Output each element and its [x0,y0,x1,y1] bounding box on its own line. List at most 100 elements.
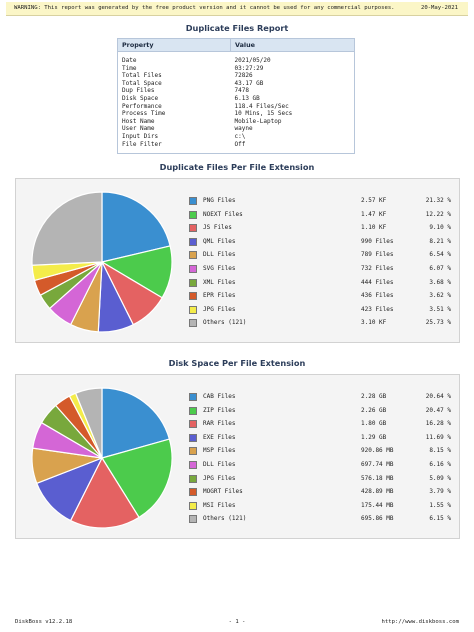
legend-value: 695.86 MB [361,515,394,523]
property-row: Time 03:27:29 [118,65,355,73]
legend-swatch [189,197,197,205]
legend-value: 1.10 KF [361,224,387,232]
legend-label: JS Files [203,224,232,232]
legend-percent: 5.09 % [429,474,451,482]
legend-swatch [189,447,197,456]
legend-item: MSI Files 175.44 MB 1.55 % [189,499,451,513]
legend-label: MSP Files [203,447,236,455]
legend-percent: 11.69 % [425,433,451,441]
legend-item: CAB Files 2.28 GB 20.64 % [189,390,451,404]
legend-item: EPR Files 436 Files 3.62 % [189,289,451,303]
legend-percent: 9.10 % [429,224,451,232]
property-row: Performance 118.4 Files/Sec [118,103,355,111]
legend-swatch [189,515,197,524]
property-name: User Name [122,125,155,133]
legend-swatch [189,393,197,401]
legend-item: SVG Files 732 Files 6.07 % [189,262,451,276]
value-header: Value [230,38,355,52]
legend-swatch [189,474,197,483]
property-value: 72826 [234,72,253,80]
legend-item: XML Files 444 Files 3.68 % [189,276,451,290]
property-name: File Filter [122,140,162,148]
property-name: Total Files [122,72,162,80]
legend-label: DLL Files [203,460,236,468]
legend-space: CAB Files 2.28 GB 20.64 % ZIP Files 2.26 GB 2… [189,390,451,526]
legend-item: Others (121) 3.10 KF 25.73 % [189,316,451,330]
property-value: 7478 [234,87,249,95]
legend-value: 2.57 KF [361,197,387,204]
legend-item: JS Files 1.10 KF 9.10 % [189,221,451,235]
chart-panel-files: PNG Files 2.57 KF 21.32 % NOEXT Files 1.47 K… [15,178,460,343]
legend-item: QML Files 990 Files 8.21 % [189,235,451,249]
pie-chart-space [31,387,173,529]
legend-item: DLL Files 789 Files 6.54 % [189,248,451,262]
property-row: Total Files 72826 [118,72,355,80]
property-name: Process Time [122,110,166,118]
legend-value: 423 Files [361,305,394,313]
legend-percent: 3.79 % [429,488,451,496]
property-header: Property [117,38,231,52]
property-value: 6.13 GB [234,94,260,102]
legend-item: Others (121) 695.86 MB 6.15 % [189,512,451,526]
legend-percent: 20.47 % [425,406,451,414]
legend-label: EXE Files [203,433,236,441]
pie-slice [31,191,103,266]
property-row: Dup Files 7478 [118,87,355,95]
legend-swatch [189,292,197,301]
legend-item: JPG Files 423 Files 3.51 % [189,303,451,317]
legend-label: XML Files [203,278,236,286]
legend-percent: 3.68 % [429,278,451,286]
legend-label: Others (121) [203,319,247,327]
property-row: User Name wayne [118,125,355,133]
property-row: Host Name Mobile-Laptop [118,118,355,126]
property-name: Host Name [122,117,155,125]
property-name: Dup Files [122,87,155,95]
legend-label: NOEXT Files [203,210,243,218]
legend-swatch [189,460,197,469]
property-row: File Filter Off [118,141,355,154]
legend-swatch [189,251,197,260]
chart-title-files: Duplicate Files Per File Extension [159,162,315,172]
legend-value: 175.44 MB [361,501,394,509]
property-name: Performance [122,102,162,110]
warning-date: 20-May-2021 [420,5,458,11]
legend-percent: 3.62 % [429,292,451,300]
legend-value: 576.18 MB [361,474,394,482]
legend-value: 990 Files [361,237,394,245]
legend-swatch [189,264,197,273]
legend-label: DLL Files [203,251,236,259]
legend-label: JPG Files [203,474,236,482]
property-row: Total Space 43.17 GB [118,80,355,88]
legend-item: MSP Files 920.86 MB 8.15 % [189,444,451,458]
property-row: Date 2021/05/20 [118,52,355,65]
legend-percent: 12.22 % [425,210,451,218]
pie-slice [101,438,173,519]
legend-percent: 21.32 % [425,197,451,204]
legend-label: JPG Files [203,305,236,313]
legend-label: EPR Files [203,292,236,300]
property-value: 10 Mins, 15 Secs [234,110,293,118]
legend-item: MOGRT Files 428.89 MB 3.79 % [189,485,451,499]
legend-value: 1.47 KF [361,210,387,218]
legend-value: 789 Files [361,251,394,259]
legend-swatch [189,420,197,429]
property-value: Mobile-Laptop [234,117,282,125]
pie-slice [101,387,171,459]
legend-value: 1.29 GB [361,433,387,441]
legend-value: 697.74 MB [361,460,394,468]
legend-label: Others (121) [203,515,247,523]
legend-label: SVG Files [203,264,236,272]
legend-percent: 20.64 % [425,393,451,400]
legend-item: JPG Files 576.18 MB 5.09 % [189,472,451,486]
legend-label: MOGRT Files [203,488,243,496]
legend-value: 3.10 KF [361,319,387,327]
legend-percent: 8.15 % [429,447,451,455]
report-title: Duplicate Files Report [185,23,289,33]
property-value: 2021/05/20 [234,57,271,64]
property-value: wayne [234,125,253,133]
footer-page-number: - 1 - [228,619,246,625]
legend-swatch [189,319,197,328]
legend-files: PNG Files 2.57 KF 21.32 % NOEXT Files 1.47 K… [189,194,451,330]
legend-percent: 6.07 % [429,264,451,272]
legend-swatch [189,237,197,246]
